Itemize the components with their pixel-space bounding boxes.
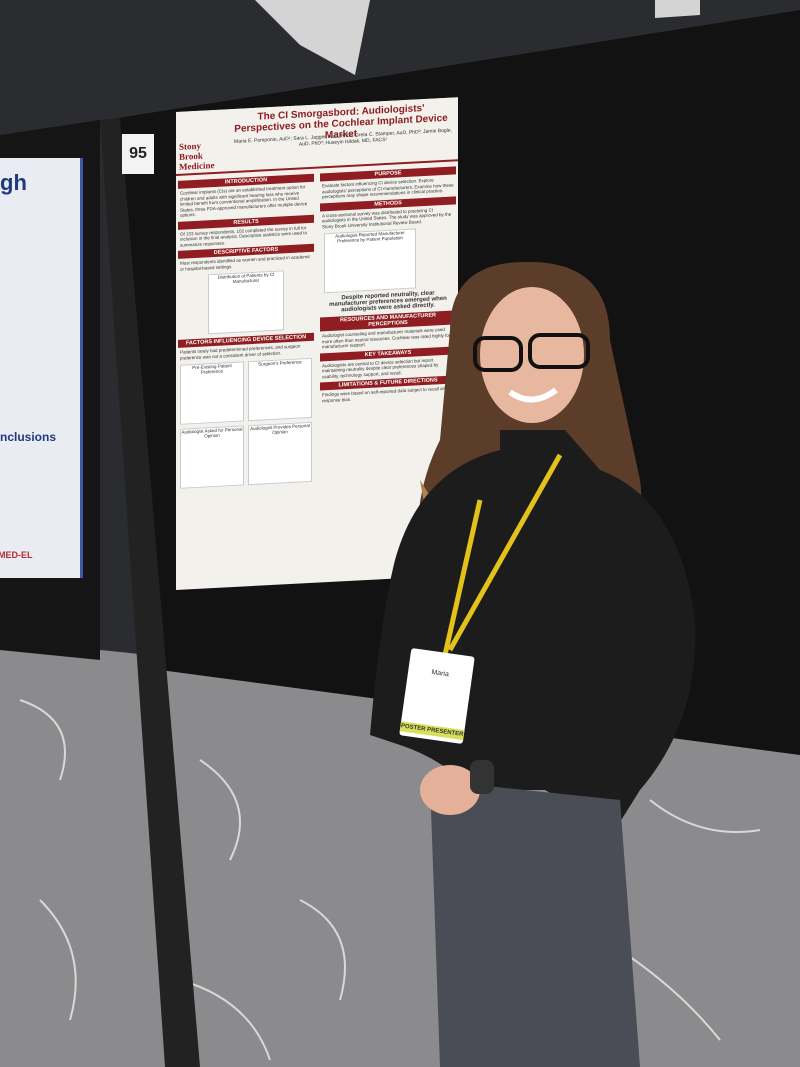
- lanyard: [442, 453, 563, 656]
- smile: [508, 387, 558, 403]
- neighbor-subheading: nclusions: [0, 430, 57, 444]
- badge-name: Maria: [430, 669, 450, 679]
- glasses: [528, 333, 590, 369]
- glasses: [473, 336, 523, 372]
- board-number: 95: [122, 134, 154, 174]
- ceiling-light: [655, 0, 700, 18]
- name-badge: Maria POSTER PRESENTER: [399, 647, 475, 745]
- watch: [470, 760, 494, 794]
- trousers: [430, 780, 640, 1067]
- neighbor-heading: gh: [0, 170, 27, 195]
- sweater: [370, 430, 696, 830]
- carpet-pattern: [19, 699, 761, 1061]
- neighbor-poster: gh nclusions MED-EL: [0, 158, 83, 578]
- hands: [420, 765, 480, 815]
- neighbor-logo: MED-EL: [0, 550, 33, 560]
- board-post: [100, 118, 200, 1067]
- ceiling-light: [255, 0, 370, 75]
